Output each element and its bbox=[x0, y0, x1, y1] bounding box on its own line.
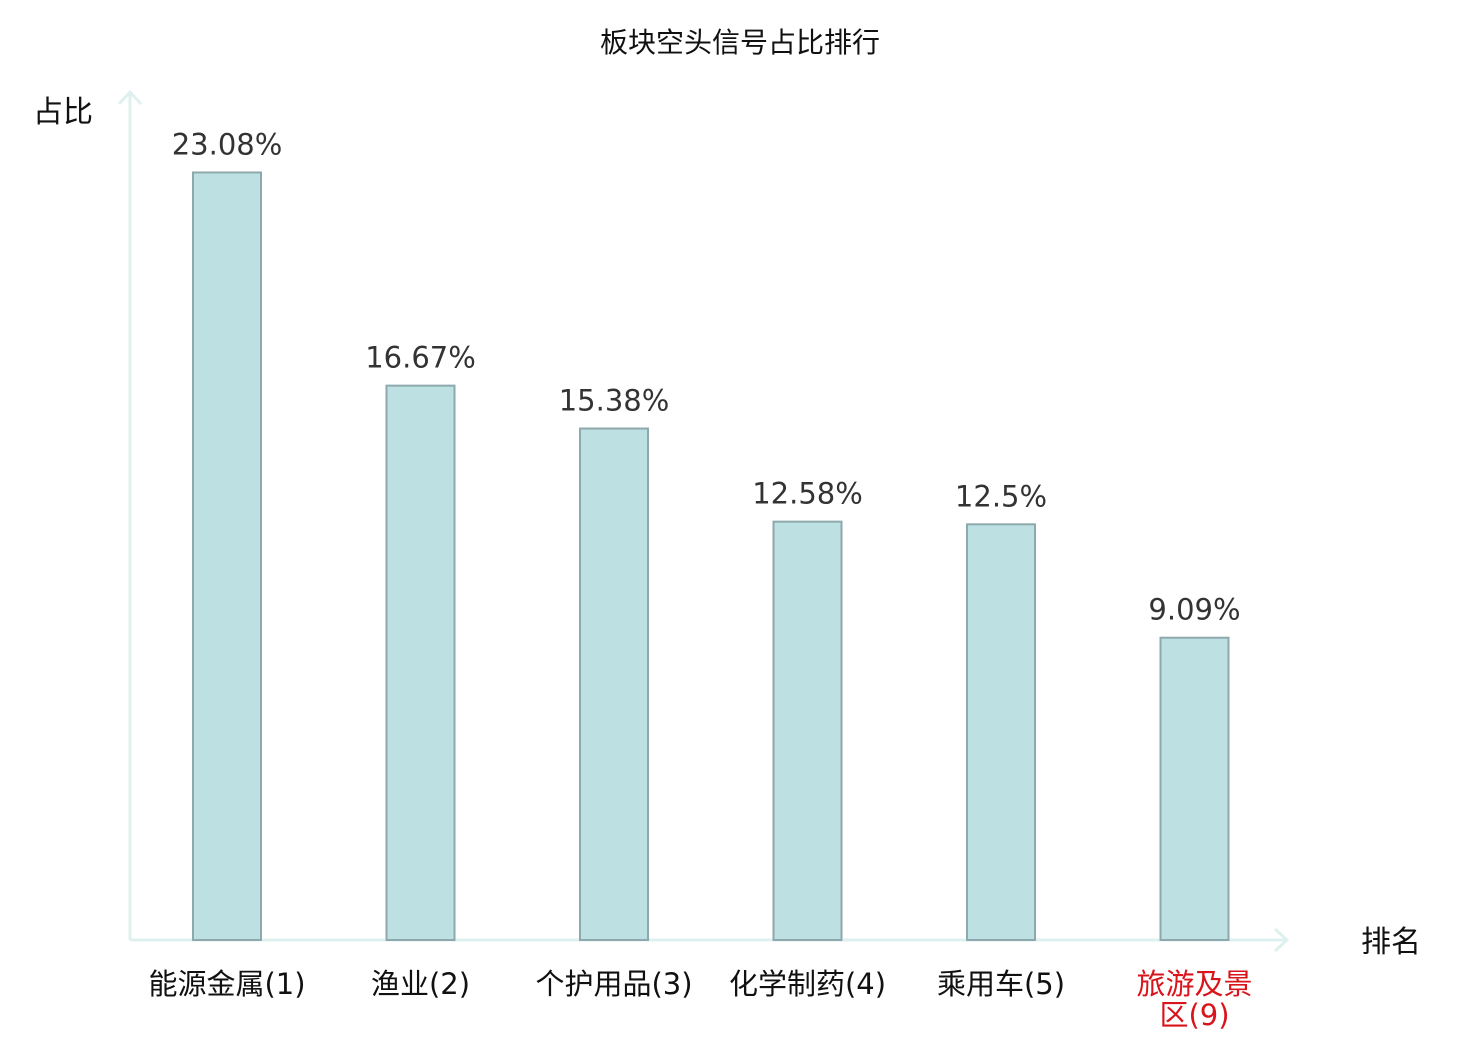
bar-3 bbox=[579, 427, 649, 941]
x-tick-labels: 能源金属(1) 渔业(2) 个护用品(3) 化学制药(4) 乘用车(5) 旅游及景区(9) bbox=[148, 967, 1252, 1032]
x-axis: 排名 bbox=[130, 925, 1421, 960]
x-tick-label-1: 能源金属(1) bbox=[148, 967, 305, 1001]
bar-2 bbox=[385, 384, 456, 941]
value-label-5: 12.5% bbox=[955, 479, 1047, 513]
value-labels: 23.08% 16.67% 15.38% 12.58% 12.5% 9.09% bbox=[172, 127, 1241, 626]
bar-4 bbox=[772, 520, 843, 941]
value-label-4: 12.58% bbox=[752, 477, 863, 511]
value-label-6: 9.09% bbox=[1148, 593, 1240, 627]
x-tick-label-line: 化学制药(4) bbox=[729, 967, 886, 1001]
x-tick-label-line: 旅游及景 bbox=[1136, 967, 1252, 1001]
value-label-1: 23.08% bbox=[172, 127, 283, 161]
chart-title: 板块空头信号占比排行 bbox=[600, 26, 880, 59]
x-tick-label-5: 乘用车(5) bbox=[937, 967, 1065, 1001]
y-axis: 占比 bbox=[33, 89, 143, 940]
bar-series bbox=[192, 171, 1230, 941]
bar-1 bbox=[192, 171, 262, 941]
x-axis-arrow-icon bbox=[1273, 927, 1290, 953]
bar-6 bbox=[1159, 636, 1230, 941]
x-tick-label-4: 化学制药(4) bbox=[729, 967, 886, 1001]
x-tick-label-line: 区(9) bbox=[1159, 998, 1229, 1032]
x-tick-label-3: 个护用品(3) bbox=[535, 967, 692, 1001]
y-axis-arrow-icon bbox=[117, 89, 143, 106]
value-label-2: 16.67% bbox=[365, 341, 476, 375]
x-tick-label-6: 旅游及景区(9) bbox=[1136, 967, 1252, 1032]
y-axis-label: 占比 bbox=[33, 95, 93, 130]
x-tick-label-line: 个护用品(3) bbox=[535, 967, 692, 1001]
x-tick-label-2: 渔业(2) bbox=[371, 967, 470, 1001]
x-tick-label-line: 渔业(2) bbox=[371, 967, 470, 1001]
value-label-3: 15.38% bbox=[559, 384, 670, 418]
x-axis-label: 排名 bbox=[1361, 925, 1421, 960]
x-tick-label-line: 能源金属(1) bbox=[148, 967, 305, 1001]
bar-5 bbox=[966, 523, 1036, 941]
x-tick-label-line: 乘用车(5) bbox=[937, 967, 1065, 1001]
